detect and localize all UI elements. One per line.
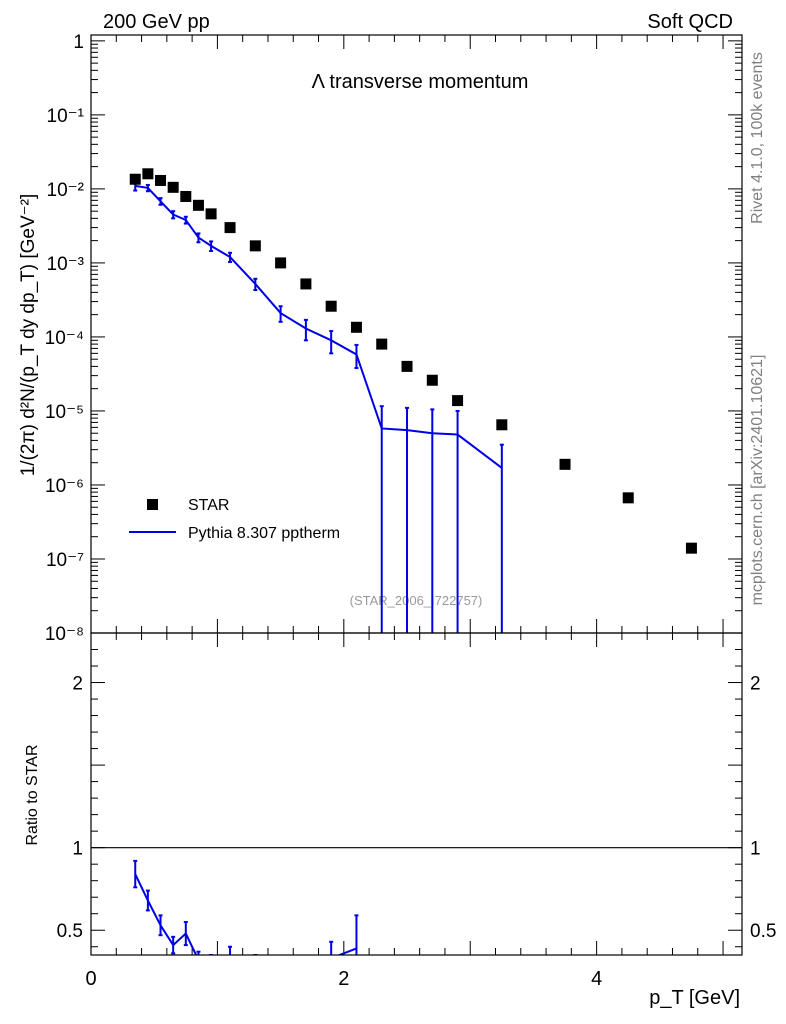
analysis-id-watermark: (STAR_2006_I722757) xyxy=(350,593,483,608)
star-data-point xyxy=(376,338,388,350)
y-tick-label-main: 10⁻¹ xyxy=(47,106,85,127)
plot-title: Λ transverse momentum xyxy=(312,71,529,93)
star-data-point xyxy=(452,395,464,407)
star-data-point xyxy=(224,222,236,234)
star-data-point xyxy=(496,419,508,431)
legend-marker-star xyxy=(147,499,158,510)
ratio-y-tick-label-left: 0.5 xyxy=(57,921,83,942)
star-data-point xyxy=(167,181,179,193)
star-data-point xyxy=(622,492,634,504)
y-tick-label-main: 10⁻⁴ xyxy=(45,328,84,349)
x-tick-label: 0 xyxy=(85,968,96,990)
header-left: 200 GeV pp xyxy=(103,11,210,33)
rivet-version-note: Rivet 4.1.0, 100k events xyxy=(749,52,766,224)
legend-label-star: STAR xyxy=(188,497,229,514)
y-tick-label-main: 10⁻⁶ xyxy=(45,476,84,497)
ratio-y-tick-label-left: 1 xyxy=(72,839,83,860)
star-data-point xyxy=(426,374,438,386)
mcplots-credit: mcplots.cern.ch [arXiv:2401.10621] xyxy=(749,355,766,606)
y-tick-label-main: 10⁻⁷ xyxy=(46,550,84,571)
star-data-point xyxy=(142,168,154,180)
mc-line xyxy=(135,184,503,469)
legend-label-pythia: Pythia 8.307 pptherm xyxy=(188,525,340,542)
tick-labels: 1 10⁻¹ 10⁻² 10⁻³ 10⁻⁴ 10⁻⁵ 10⁻⁶ 10⁻⁷ 10⁻⁸ 0 2 4 0.5 0… xyxy=(45,32,777,990)
legend: STAR Pythia 8.307 pptherm xyxy=(129,497,340,542)
star-data-point xyxy=(155,174,167,186)
ratio-line xyxy=(134,873,357,955)
ratio-y-tick-label-right: 0.5 xyxy=(750,921,776,942)
star-data-point xyxy=(401,360,413,372)
x-axis-title: p_T [GeV] xyxy=(649,987,740,1009)
x-tick-label: 4 xyxy=(591,968,602,990)
header-right: Soft QCD xyxy=(647,11,733,33)
star-data-point xyxy=(685,542,697,554)
star-data-point xyxy=(249,240,261,252)
star-data-point xyxy=(350,321,362,333)
ratio-y-tick-label-right: 1 xyxy=(750,839,761,860)
y-tick-label-main: 1 xyxy=(73,32,84,53)
y-tick-label-main: 10⁻⁵ xyxy=(45,402,84,423)
star-data-point xyxy=(300,278,312,290)
star-data-point xyxy=(192,199,204,211)
ratio-panel-frame xyxy=(90,632,743,956)
y-tick-label-main: 10⁻³ xyxy=(47,254,85,275)
star-data-point xyxy=(129,173,141,185)
star-data-point xyxy=(275,257,287,269)
ratio-y-tick-label-right: 2 xyxy=(750,674,761,695)
main-panel-frame xyxy=(90,34,743,634)
axis-ticks xyxy=(90,35,742,955)
main-panel-marks xyxy=(129,168,697,633)
ratio-panel-marks xyxy=(91,847,742,955)
ratio-y-tick-label-left: 2 xyxy=(72,674,83,695)
main-y-axis-title: 1/(2π) d²N/(p_T dy dp_T) [GeV⁻²] xyxy=(18,194,39,477)
y-tick-label-main: 10⁻² xyxy=(47,180,85,201)
star-data-point xyxy=(559,458,571,470)
x-tick-label: 2 xyxy=(338,968,349,990)
y-tick-label-main: 10⁻⁸ xyxy=(45,624,84,645)
star-data-point xyxy=(325,300,337,312)
ratio-y-axis-title: Ratio to STAR xyxy=(24,744,41,845)
star-data-point xyxy=(180,190,192,202)
star-data-point xyxy=(205,208,217,220)
